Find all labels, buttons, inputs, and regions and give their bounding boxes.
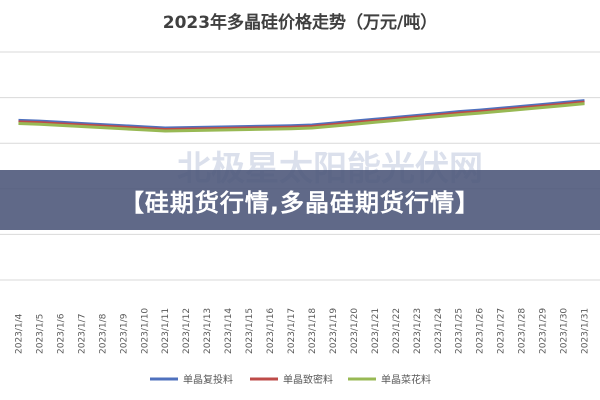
x-tick-label: 2023/1/5 — [35, 314, 45, 354]
x-tick-label: 2023/1/27 — [497, 308, 507, 354]
x-tick-label: 2023/1/10 — [140, 308, 150, 354]
x-tick-label: 2023/1/9 — [119, 313, 129, 354]
chart-title: 2023年多晶硅价格走势（万元/吨） — [163, 12, 438, 33]
x-tick-label: 2023/1/30 — [560, 308, 570, 354]
x-tick-label: 2023/1/7 — [77, 314, 87, 354]
headline-banner: 【硅期货行情,多晶硅期货行情】 — [0, 170, 600, 230]
x-tick-label: 2023/1/25 — [455, 308, 465, 354]
x-tick-label: 2023/1/11 — [161, 308, 171, 354]
x-tick-label: 2023/1/18 — [308, 308, 318, 354]
x-tick-label: 2023/1/6 — [56, 313, 66, 354]
x-tick-label: 2023/1/16 — [266, 308, 276, 354]
x-tick-label: 2023/1/29 — [539, 308, 549, 354]
series-line-3 — [18, 102, 585, 133]
x-tick-label: 2023/1/12 — [182, 308, 192, 354]
series-line-2 — [18, 100, 585, 132]
legend-item: 单晶致密料 — [250, 373, 333, 386]
x-tick-label: 2023/1/13 — [203, 308, 213, 354]
x-axis-ticks: 2023/1/4 2023/1/5 2023/1/6 2023/1/7 2023/1/8… — [14, 308, 590, 354]
x-tick-label: 2023/1/28 — [518, 308, 528, 354]
x-tick-label: 2023/1/20 — [350, 308, 360, 354]
headline-text: 【硅期货行情,多晶硅期货行情】 — [119, 188, 481, 217]
legend-label: 单晶菜花料 — [381, 373, 431, 386]
x-tick-label: 2023/1/8 — [98, 313, 108, 354]
legend-item: 单晶复投料 — [150, 373, 233, 386]
x-tick-label: 2023/1/23 — [413, 308, 423, 354]
legend-label: 单晶致密料 — [283, 373, 333, 386]
x-tick-label: 2023/1/14 — [224, 308, 234, 354]
x-tick-label: 2023/1/24 — [434, 308, 444, 354]
legend-item: 单晶菜花料 — [348, 373, 431, 386]
series-line-1 — [18, 99, 585, 130]
x-tick-label: 2023/1/26 — [476, 308, 486, 354]
legend: 单晶复投料 单晶致密料 单晶菜花料 — [150, 373, 431, 386]
x-tick-label: 2023/1/15 — [245, 308, 255, 354]
x-tick-label: 2023/1/22 — [392, 308, 402, 354]
x-tick-label: 2023/1/31 — [581, 308, 591, 354]
x-tick-label: 2023/1/17 — [287, 308, 297, 354]
x-tick-label: 2023/1/21 — [371, 308, 381, 354]
x-tick-label: 2023/1/19 — [329, 308, 339, 354]
series-lines — [18, 99, 585, 133]
legend-label: 单晶复投料 — [183, 373, 233, 386]
x-tick-label: 2023/1/4 — [14, 313, 24, 354]
